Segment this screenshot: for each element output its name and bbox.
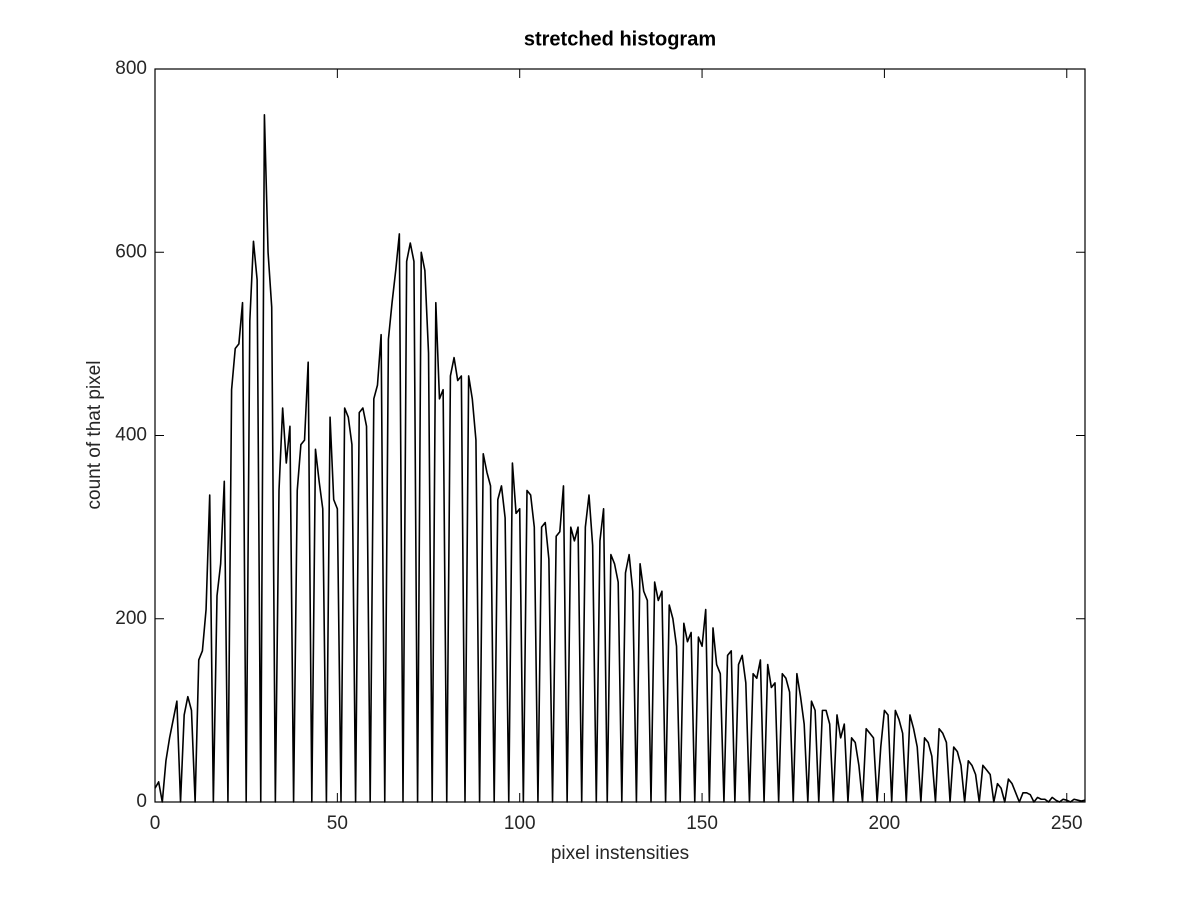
x-tick-label: 0: [150, 813, 161, 834]
y-tick-label: 200: [115, 608, 147, 629]
x-tick-label: 100: [504, 813, 536, 834]
y-tick-label: 0: [136, 791, 147, 812]
data-line: [154, 114, 1086, 803]
x-tick-label: 150: [686, 813, 718, 834]
y-tick-label: 600: [115, 241, 147, 262]
x-tick-label: 250: [1051, 813, 1083, 834]
y-axis-label: count of that pixel: [84, 361, 105, 510]
x-tick-label: 200: [869, 813, 901, 834]
y-tick-label: 800: [115, 58, 147, 79]
x-axis-label: pixel instensities: [551, 843, 689, 864]
x-tick-label: 50: [327, 813, 348, 834]
chart-title: stretched histogram: [524, 28, 716, 50]
y-tick-label: 400: [115, 425, 147, 446]
